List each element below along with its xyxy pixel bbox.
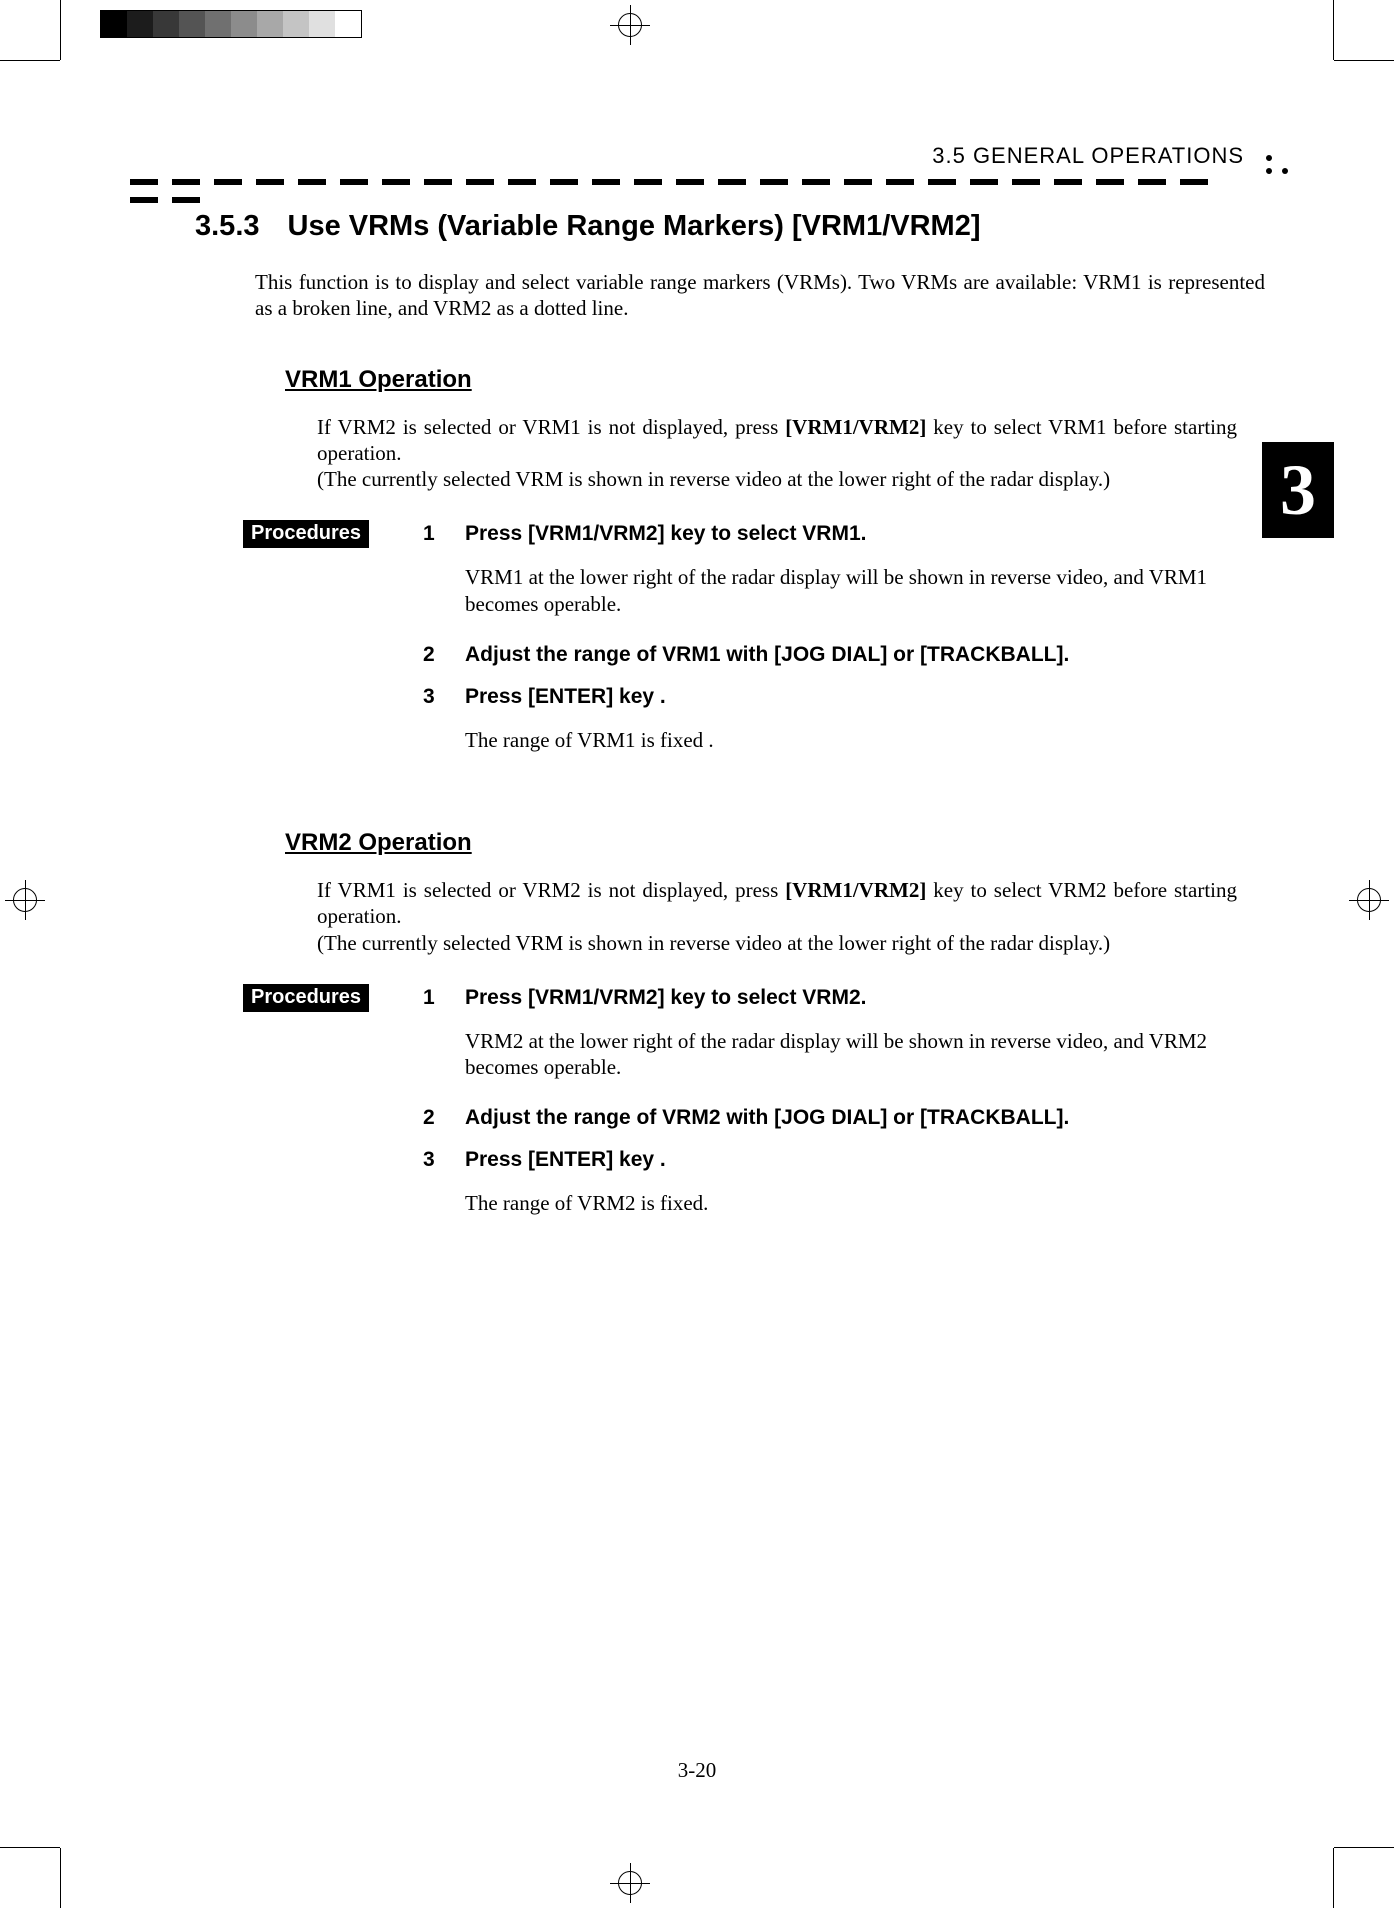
step-title: Press [ENTER] key . <box>465 1148 1263 1172</box>
intro-paragraph: This function is to display and select v… <box>195 269 1265 322</box>
subheading-vrm1: VRM1 Operation <box>285 366 1265 394</box>
step-body: VRM1 at the lower right of the radar dis… <box>465 564 1265 617</box>
registration-mark-icon <box>1349 880 1389 920</box>
step-title: Press [VRM1/VRM2] key to select VRM2. <box>465 986 1263 1010</box>
body-text: (The currently selected VRM is shown in … <box>317 931 1110 955</box>
step-title: Press [ENTER] key . <box>465 685 1263 709</box>
procedures-block-vrm1: Procedures 1Press [VRM1/VRM2] key to sel… <box>243 522 1263 779</box>
step-title: Press [VRM1/VRM2] key to select VRM1. <box>465 522 1263 546</box>
chapter-tab: 3 <box>1262 442 1334 538</box>
key-name: [VRM1/VRM2] <box>785 415 926 439</box>
step-number: 3 <box>423 685 465 709</box>
body-text: If VRM2 is selected or VRM1 is not displ… <box>317 415 785 439</box>
heading-number: 3.5.3 <box>195 210 260 243</box>
step-number: 1 <box>423 986 465 1010</box>
header-dots-icon <box>1256 148 1288 174</box>
subheading-vrm2: VRM2 Operation <box>285 829 1265 857</box>
body-text: If VRM1 is selected or VRM2 is not displ… <box>317 878 785 902</box>
page: 3.5 GENERAL OPERATIONS 3 3.5.3 Use VRMs (… <box>0 0 1394 1908</box>
procedures-label: Procedures <box>243 984 369 1012</box>
step-number: 2 <box>423 1106 465 1130</box>
procedure-step: 3Press [ENTER] key . <box>423 1148 1263 1172</box>
procedure-step: 2Adjust the range of VRM1 with [JOG DIAL… <box>423 643 1263 667</box>
step-title: Adjust the range of VRM1 with [JOG DIAL]… <box>465 643 1263 667</box>
registration-mark-icon <box>610 1863 650 1903</box>
body-text: (The currently selected VRM is shown in … <box>317 467 1110 491</box>
vrm1-paragraph: If VRM2 is selected or VRM1 is not displ… <box>317 414 1237 493</box>
step-number: 2 <box>423 643 465 667</box>
procedures-label: Procedures <box>243 520 369 548</box>
registration-mark-icon <box>610 5 650 45</box>
step-body: VRM2 at the lower right of the radar dis… <box>465 1028 1265 1081</box>
page-number: 3-20 <box>0 1758 1394 1783</box>
procedure-step: 1Press [VRM1/VRM2] key to select VRM1. <box>423 522 1263 546</box>
step-number: 3 <box>423 1148 465 1172</box>
header-rule-icon <box>130 172 1260 178</box>
step-number: 1 <box>423 522 465 546</box>
procedures-block-vrm2: Procedures 1Press [VRM1/VRM2] key to sel… <box>243 986 1263 1243</box>
registration-mark-icon <box>5 880 45 920</box>
vrm2-paragraph: If VRM1 is selected or VRM2 is not displ… <box>317 877 1237 956</box>
heading-title: Use VRMs (Variable Range Markers) [VRM1/… <box>288 210 981 242</box>
step-body: The range of VRM1 is fixed . <box>465 727 1265 753</box>
step-body: The range of VRM2 is fixed. <box>465 1190 1265 1216</box>
key-name: [VRM1/VRM2] <box>785 878 926 902</box>
procedure-step: 1Press [VRM1/VRM2] key to select VRM2. <box>423 986 1263 1010</box>
step-title: Adjust the range of VRM2 with [JOG DIAL]… <box>465 1106 1263 1130</box>
section-header: 3.5 GENERAL OPERATIONS <box>932 143 1244 169</box>
procedure-step: 3Press [ENTER] key . <box>423 685 1263 709</box>
procedure-step: 2Adjust the range of VRM2 with [JOG DIAL… <box>423 1106 1263 1130</box>
content-area: 3.5.3 Use VRMs (Variable Range Markers) [… <box>195 210 1265 1293</box>
heading-3: 3.5.3 Use VRMs (Variable Range Markers) [… <box>195 210 1265 243</box>
grayscale-strip-icon <box>100 10 362 38</box>
